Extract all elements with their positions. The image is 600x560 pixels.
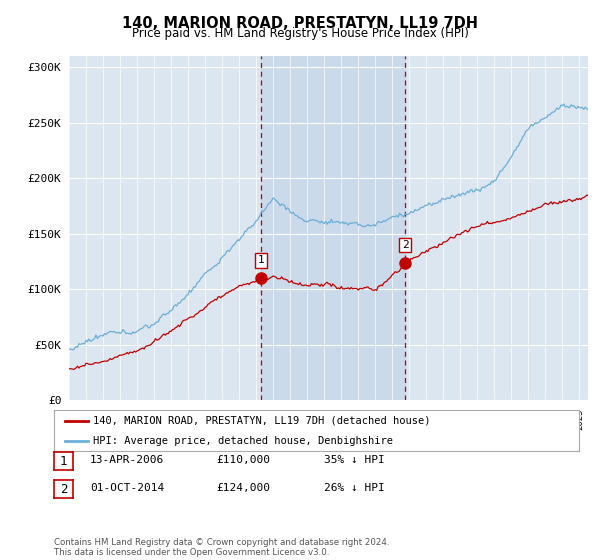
Text: 1: 1 (60, 455, 67, 468)
Text: 01-OCT-2014: 01-OCT-2014 (90, 483, 164, 493)
Text: 35% ↓ HPI: 35% ↓ HPI (324, 455, 385, 465)
Text: £124,000: £124,000 (216, 483, 270, 493)
Text: 140, MARION ROAD, PRESTATYN, LL19 7DH (detached house): 140, MARION ROAD, PRESTATYN, LL19 7DH (d… (94, 416, 431, 426)
Text: Contains HM Land Registry data © Crown copyright and database right 2024.
This d: Contains HM Land Registry data © Crown c… (54, 538, 389, 557)
Text: £110,000: £110,000 (216, 455, 270, 465)
Text: 13-APR-2006: 13-APR-2006 (90, 455, 164, 465)
Text: Price paid vs. HM Land Registry's House Price Index (HPI): Price paid vs. HM Land Registry's House … (131, 27, 469, 40)
Text: 2: 2 (401, 240, 409, 250)
Text: 1: 1 (257, 255, 265, 265)
Text: 2: 2 (60, 483, 67, 496)
Text: 140, MARION ROAD, PRESTATYN, LL19 7DH: 140, MARION ROAD, PRESTATYN, LL19 7DH (122, 16, 478, 31)
Bar (261, 56, 405, 400)
Text: HPI: Average price, detached house, Denbighshire: HPI: Average price, detached house, Denb… (94, 436, 394, 446)
Text: 26% ↓ HPI: 26% ↓ HPI (324, 483, 385, 493)
